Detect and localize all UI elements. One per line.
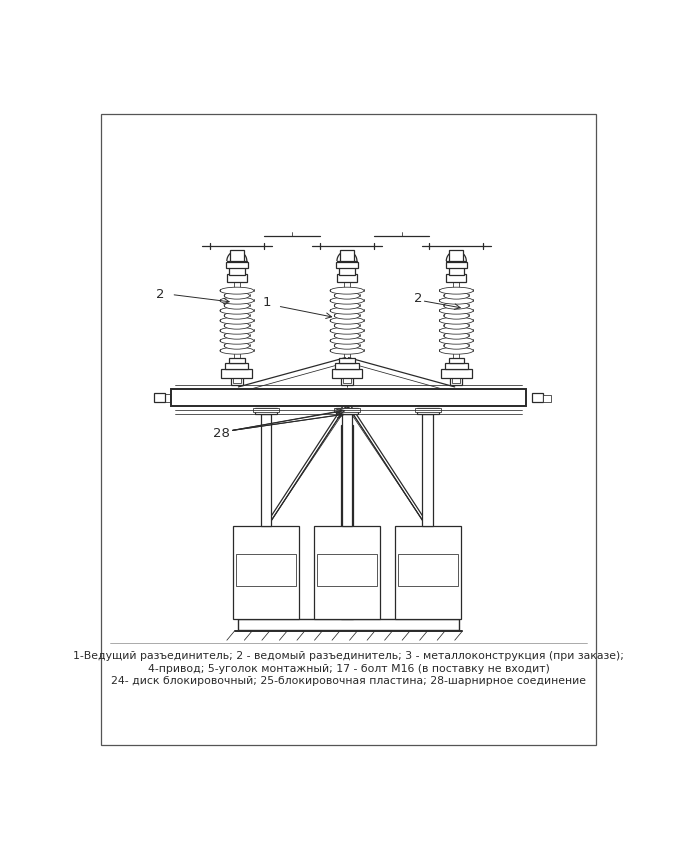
Ellipse shape [439, 337, 473, 344]
Ellipse shape [443, 322, 469, 329]
Bar [229, 359, 245, 363]
Bar [337, 274, 357, 282]
Ellipse shape [439, 287, 473, 294]
Bar [445, 262, 467, 268]
Ellipse shape [443, 343, 469, 349]
Bar [335, 363, 358, 369]
Bar [398, 554, 458, 586]
Bar [341, 414, 352, 526]
Bar [340, 250, 354, 261]
Bar [336, 408, 358, 414]
Bar [449, 267, 464, 275]
Ellipse shape [224, 332, 250, 339]
Bar [532, 393, 543, 402]
Bar [239, 619, 458, 630]
Text: 28: 28 [213, 427, 230, 439]
Ellipse shape [220, 337, 254, 344]
Bar [236, 554, 296, 586]
Bar [233, 378, 241, 383]
Ellipse shape [330, 317, 364, 324]
Ellipse shape [330, 327, 364, 334]
Bar [452, 378, 460, 383]
Ellipse shape [335, 343, 360, 349]
Ellipse shape [443, 292, 469, 299]
Bar [449, 359, 464, 363]
Bar [332, 369, 362, 378]
Bar [314, 526, 380, 619]
Bar [543, 394, 551, 402]
Bar [227, 274, 247, 282]
Bar [226, 262, 248, 268]
Bar [341, 377, 353, 384]
Ellipse shape [439, 298, 473, 304]
Ellipse shape [335, 322, 360, 329]
Ellipse shape [335, 303, 360, 309]
Bar [422, 414, 433, 526]
Text: 2: 2 [156, 288, 164, 301]
Bar [225, 363, 248, 369]
Bar [317, 554, 377, 586]
Bar [260, 414, 271, 526]
Ellipse shape [439, 348, 473, 354]
Ellipse shape [330, 337, 364, 344]
Bar [229, 267, 245, 275]
Ellipse shape [220, 327, 254, 334]
Ellipse shape [224, 343, 250, 349]
Ellipse shape [220, 287, 254, 294]
Bar [334, 409, 360, 412]
Ellipse shape [335, 292, 360, 299]
Bar [336, 262, 358, 268]
Ellipse shape [439, 307, 473, 314]
Ellipse shape [439, 317, 473, 324]
Bar [253, 409, 279, 412]
Bar [162, 394, 170, 401]
Ellipse shape [224, 292, 250, 299]
Ellipse shape [330, 348, 364, 354]
Bar [339, 267, 355, 275]
Bar [341, 425, 353, 619]
Bar [339, 359, 355, 363]
Text: 24- диск блокировочный; 25-блокировочная пластина; 28-шарнирное соединение: 24- диск блокировочный; 25-блокировочная… [111, 676, 586, 686]
Bar [255, 408, 277, 414]
Bar [394, 526, 461, 619]
Bar [441, 369, 472, 378]
Bar [233, 526, 299, 619]
Ellipse shape [330, 287, 364, 294]
Ellipse shape [443, 303, 469, 309]
Bar [222, 369, 252, 378]
Ellipse shape [443, 312, 469, 319]
Ellipse shape [220, 307, 254, 314]
Bar [156, 394, 164, 401]
Ellipse shape [220, 317, 254, 324]
Text: 2: 2 [413, 292, 422, 305]
Ellipse shape [335, 312, 360, 319]
Bar [230, 250, 243, 261]
Bar [343, 378, 351, 383]
Bar [446, 274, 466, 282]
Ellipse shape [335, 332, 360, 339]
Bar [449, 250, 463, 261]
Ellipse shape [439, 327, 473, 334]
Ellipse shape [330, 307, 364, 314]
Bar [154, 393, 165, 402]
Bar [417, 408, 439, 414]
Text: 4-привод; 5-уголок монтажный; 17 - болт М16 (в поставку не входит): 4-привод; 5-уголок монтажный; 17 - болт … [148, 664, 549, 674]
Ellipse shape [224, 322, 250, 329]
Ellipse shape [220, 298, 254, 304]
Ellipse shape [220, 348, 254, 354]
Ellipse shape [224, 312, 250, 319]
Bar [171, 389, 526, 406]
Bar [415, 409, 441, 412]
Text: 1: 1 [262, 296, 271, 309]
Bar [445, 363, 468, 369]
Bar [450, 377, 462, 384]
Ellipse shape [330, 298, 364, 304]
Text: 1-Ведущий разъединитель; 2 - ведомый разъединитель; 3 - металлоконструкция (при : 1-Ведущий разъединитель; 2 - ведомый раз… [73, 651, 624, 661]
Ellipse shape [443, 332, 469, 339]
Ellipse shape [224, 303, 250, 309]
Bar [231, 377, 243, 384]
